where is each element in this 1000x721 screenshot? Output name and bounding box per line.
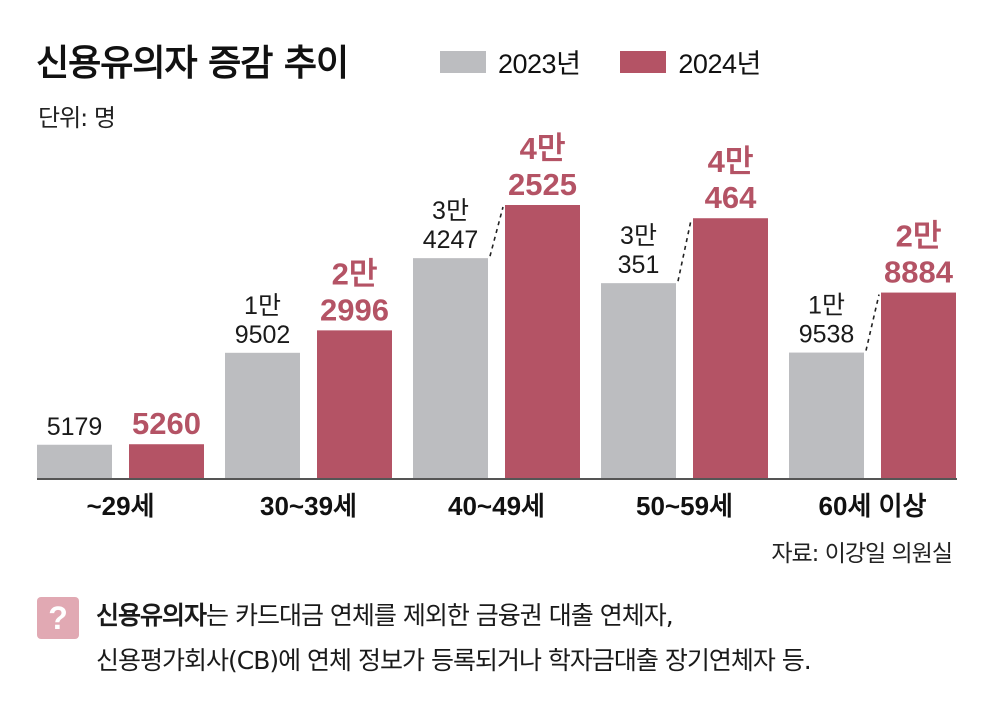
x-tick-label: 30~39세 — [260, 491, 357, 521]
data-label-2023: 3만 — [432, 197, 469, 225]
x-tick-label: 40~49세 — [448, 491, 545, 521]
data-label-2023: 5179 — [47, 413, 103, 441]
footnote-line-2: 신용평가회사(CB)에 연체 정보가 등록되거나 학자금대출 장기연체자 등. — [96, 646, 812, 675]
data-label-2023: 1만 — [244, 292, 281, 320]
legend-swatch-2023 — [440, 50, 486, 73]
data-label-2023: 1만 — [808, 292, 845, 320]
x-tick-label: 60세 이상 — [819, 491, 927, 521]
data-label-2024: 2만 — [332, 256, 378, 291]
footnote-term: 신용유의자 — [96, 601, 207, 630]
chart-title: 신용유의자 증감 추이 — [36, 43, 349, 84]
data-label-2023: 4247 — [423, 226, 479, 254]
bar-2024 — [505, 205, 580, 478]
question-mark-icon: ? — [37, 597, 79, 639]
connector-line — [677, 220, 692, 282]
legend-label-2023: 2023년 — [498, 49, 581, 79]
legend-swatch-2024 — [620, 50, 667, 73]
footnote-line-1-text: 는 카드대금 연체를 제외한 금융권 대출 연체자, — [206, 601, 674, 630]
bar-2024 — [129, 444, 204, 478]
data-label-2024: 2만 — [896, 219, 942, 254]
data-label-2024: 4만 — [708, 144, 754, 179]
bar-2024 — [881, 292, 956, 478]
bar-chart: 5179 5260~29세1만95022만299630~39세3만42474만25… — [37, 131, 957, 521]
bar-2023 — [789, 352, 864, 478]
data-label-2023: 9538 — [799, 321, 855, 349]
footnote-line-1: 신용유의자는 카드대금 연체를 제외한 금융권 대출 연체자, — [96, 596, 674, 632]
bar-2024 — [317, 330, 392, 478]
data-label-2023: 9502 — [235, 321, 291, 349]
bar-2024 — [693, 218, 768, 478]
data-label-2024: 464 — [705, 180, 757, 215]
connector-line — [489, 206, 504, 257]
legend-item-2024: 2024년 — [620, 42, 761, 81]
bar-2023 — [225, 352, 300, 478]
connector-line — [865, 294, 880, 351]
x-tick-label: 50~59세 — [636, 491, 733, 521]
data-label-2024: 4만 — [520, 131, 566, 166]
source-note: 자료: 이강일 의원실 — [771, 541, 953, 567]
data-label-2023: 351 — [618, 251, 660, 279]
data-label-2024: 5260 — [132, 406, 201, 441]
data-label-2024: 8884 — [884, 255, 954, 290]
x-tick-label: ~29세 — [86, 491, 154, 521]
bar-2023 — [601, 283, 676, 478]
legend: 2023년 2024년 — [440, 42, 801, 81]
bar-2023 — [413, 258, 488, 478]
data-label-2023: 3만 — [620, 222, 657, 250]
legend-label-2024: 2024년 — [678, 49, 761, 79]
bar-2023 — [37, 444, 112, 478]
data-label-2024: 2525 — [508, 167, 577, 202]
legend-item-2023: 2023년 — [440, 42, 581, 81]
data-label-2024: 2996 — [320, 292, 389, 327]
unit-label: 단위: 명 — [38, 104, 116, 132]
